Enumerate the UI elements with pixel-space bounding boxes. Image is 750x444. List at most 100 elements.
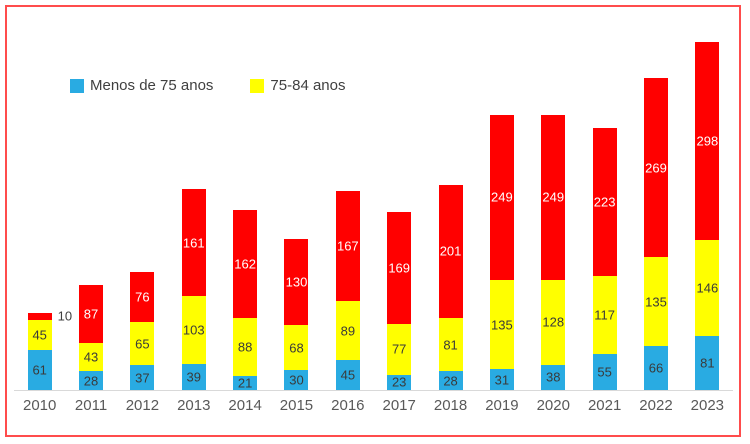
bar-segment-series-2: 223 — [592, 128, 617, 276]
bar-column: 31 135 249 — [476, 42, 527, 390]
bar-segment-series-2: 201 — [438, 184, 463, 318]
x-tick-label: 2014 — [228, 397, 262, 414]
x-tick-label: 2013 — [177, 397, 211, 414]
bar-segment-series-0: 66 — [643, 346, 668, 390]
bar-value-label: 223 — [593, 194, 616, 210]
bar-column: 30 68 130 — [271, 42, 322, 390]
plot-area: 61 45 10 28 43 87 37 65 76 39 103 161 21 88 162 30 68 130… — [14, 42, 733, 390]
legend: Menos de 75 anos 75-84 anos — [70, 77, 345, 94]
x-tick-label: 2012 — [125, 397, 160, 414]
bar-value-label: 103 — [182, 322, 205, 338]
bar-value-label: 162 — [234, 256, 256, 272]
bar-value-label: 38 — [546, 369, 561, 385]
bar-segment-series-2: 76 — [130, 272, 155, 323]
bar-segment-series-1: 146 — [695, 239, 720, 337]
bar-value-label: 167 — [336, 238, 359, 254]
bar-column: 28 81 201 — [425, 42, 476, 390]
bar-value-label: 89 — [340, 323, 356, 339]
bar-value-label: 169 — [388, 260, 411, 276]
bar-segment-series-1: 77 — [387, 323, 412, 375]
bar-column: 39 103 161 — [168, 42, 219, 390]
bar-value-label: 135 — [645, 294, 667, 309]
bar-segment-series-0: 55 — [592, 353, 617, 390]
bar-value-label: 45 — [32, 327, 47, 343]
bar-segment-series-2: 167 — [335, 190, 360, 302]
x-tick-label: 2010 — [22, 397, 57, 414]
bar-value-label: 249 — [491, 189, 513, 205]
bar-column: 37 65 76 — [117, 42, 168, 390]
bar-column: 81 146 298 — [682, 42, 733, 390]
legend-swatch-icon — [250, 78, 265, 93]
bar-value-label: 31 — [494, 372, 510, 388]
bar-segment-series-1: 135 — [489, 279, 514, 370]
legend-label: Menos de 75 anos — [90, 77, 214, 94]
bar-segment-series-0: 39 — [181, 364, 206, 390]
x-tick-label: 2022 — [639, 397, 673, 414]
bar-segment-series-1: 65 — [130, 322, 155, 366]
bar-value-label: 81 — [443, 337, 458, 353]
x-tick-label: 2023 — [690, 397, 725, 414]
bar-value-label: 88 — [237, 339, 253, 355]
bar-value-label: 130 — [285, 274, 308, 290]
bar-segment-series-0: 37 — [130, 365, 155, 390]
bar-segment-series-0: 28 — [438, 371, 463, 390]
bar-value-label: 66 — [648, 360, 664, 376]
bar-value-label: 249 — [542, 189, 565, 205]
bar-column: 21 88 162 — [219, 42, 270, 390]
bar-value-label: 117 — [594, 307, 615, 323]
bar-segment-series-0: 30 — [284, 370, 309, 390]
bar-segment-series-0: 21 — [233, 376, 258, 390]
bar-segment-series-0: 31 — [489, 369, 514, 390]
bar-column: 61 45 10 — [14, 42, 72, 390]
bar-value-label: 65 — [135, 336, 150, 352]
bar-segment-series-2: 249 — [541, 114, 566, 280]
x-tick-label: 2015 — [279, 397, 314, 414]
bar-segment-series-1: 128 — [541, 279, 566, 365]
bar-value-label: 201 — [439, 243, 462, 259]
bar-segment-series-2: 298 — [695, 42, 720, 240]
bar-segment-series-1: 117 — [592, 276, 617, 354]
bar-value-label: 269 — [645, 160, 667, 176]
x-tick-label: 2019 — [485, 397, 519, 414]
bar-column: 28 43 87 — [65, 42, 116, 390]
legend-label: 75-84 anos — [270, 77, 346, 94]
bar-segment-series-0: 28 — [79, 371, 104, 390]
bar-value-label: 28 — [443, 373, 458, 389]
bar-segment-series-0: 45 — [335, 360, 360, 390]
bar-column: 38 128 249 — [528, 42, 579, 390]
bar-segment-series-1: 103 — [181, 295, 206, 365]
bar-value-label: 30 — [289, 372, 304, 388]
x-tick-label: 2021 — [587, 397, 622, 414]
bar-value-label: 10 — [57, 308, 73, 324]
chart-frame — [5, 5, 741, 437]
bar-segment-series-1: 45 — [27, 319, 52, 350]
x-tick-label: 2018 — [433, 397, 468, 414]
bar-value-label: 37 — [135, 370, 150, 386]
bar-value-label: 76 — [135, 289, 150, 305]
bar-segment-series-0: 38 — [541, 364, 566, 390]
bar-segment-series-1: 135 — [643, 256, 668, 347]
x-axis-line — [14, 390, 733, 391]
bar-value-label: 23 — [391, 374, 407, 390]
legend-item: 75-84 anos — [250, 77, 345, 94]
bar-segment-series-2: 169 — [387, 211, 412, 324]
bar-column: 55 117 223 — [579, 42, 630, 390]
bar-segment-series-0: 81 — [695, 336, 720, 390]
bar-segment-series-1: 81 — [438, 317, 463, 372]
x-tick-label: 2016 — [331, 397, 365, 414]
bar-segment-series-2: 249 — [489, 114, 514, 280]
bar-value-label: 87 — [83, 306, 99, 322]
bar-value-label: 55 — [597, 364, 612, 380]
bar-value-label: 77 — [391, 341, 407, 357]
legend-swatch-icon — [70, 78, 84, 93]
bar-segment-series-2: 161 — [181, 189, 206, 296]
bar-segment-series-1: 68 — [284, 325, 309, 371]
x-tick-label: 2011 — [74, 397, 108, 414]
bar-segment-series-2: 162 — [233, 210, 258, 318]
bar-value-label: 298 — [696, 133, 719, 149]
bar-value-label: 128 — [542, 314, 565, 330]
bar-value-label: 68 — [289, 340, 304, 356]
bar-segment-series-2: 87 — [79, 285, 104, 343]
bar-value-label: 28 — [83, 373, 99, 389]
